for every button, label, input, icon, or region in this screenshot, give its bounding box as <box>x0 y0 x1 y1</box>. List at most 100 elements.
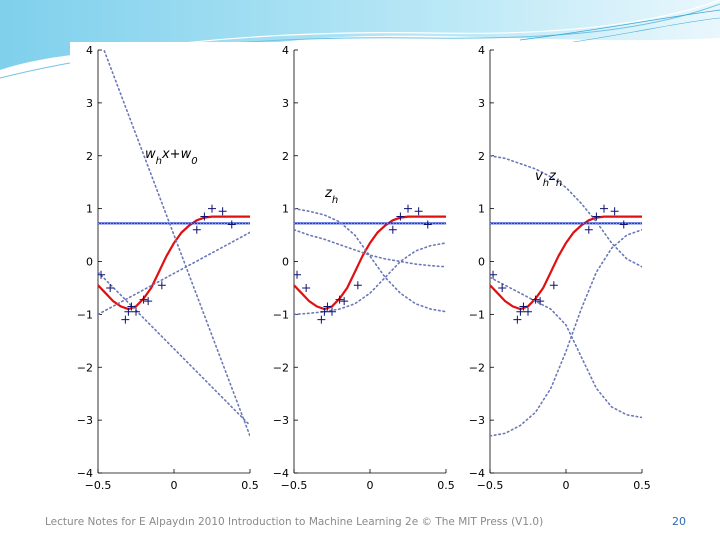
plot-area <box>490 155 642 437</box>
annotation-label: whx+w0 <box>145 147 198 167</box>
y-tick-label: 4 <box>282 44 289 57</box>
data-point <box>227 220 236 229</box>
hidden-unit-curve <box>490 276 642 419</box>
footer-citation: Lecture Notes for E Alpaydın 2010 Introd… <box>45 516 544 528</box>
y-tick-label: 0 <box>86 256 93 269</box>
y-tick-label: −1 <box>273 308 289 321</box>
annotation-part: z <box>324 186 333 201</box>
subplot-2: 4 3 2 1 0 −1 −2 −3 −4−0.5 0 0.5 zh <box>273 44 455 492</box>
hidden-unit-curve <box>490 229 642 437</box>
data-point <box>323 302 332 311</box>
data-point <box>200 212 209 221</box>
data-point <box>98 270 106 279</box>
y-tick-label: −3 <box>77 414 93 427</box>
y-tick-label: 2 <box>282 150 289 163</box>
y-tick-label: −4 <box>273 467 289 480</box>
annotation-part: h <box>543 178 549 189</box>
annotation-part: z <box>548 169 557 184</box>
data-point <box>498 283 507 292</box>
y-tick-label: 1 <box>478 203 485 216</box>
data-point <box>121 315 130 324</box>
x-tick-label: 0 <box>367 479 374 492</box>
x-tick-label: −0.5 <box>85 479 112 492</box>
y-tick-label: 0 <box>282 256 289 269</box>
y-tick-label: 3 <box>478 97 485 110</box>
data-point <box>610 207 619 216</box>
data-point <box>423 220 432 229</box>
y-tick-label: −3 <box>469 414 485 427</box>
x-tick-label: −0.5 <box>477 479 504 492</box>
annotation-label: vhzh <box>535 169 562 189</box>
annotation-part: x+w <box>161 147 192 162</box>
data-point <box>218 207 227 216</box>
data-point <box>208 204 216 213</box>
hidden-unit-curve <box>294 242 446 316</box>
data-point <box>584 225 593 234</box>
y-tick-label: −4 <box>469 467 485 480</box>
y-tick-label: −2 <box>273 361 289 374</box>
y-tick-label: −1 <box>469 308 485 321</box>
annotation-part: 0 <box>191 156 197 167</box>
data-point <box>519 302 528 311</box>
annotation-part: v <box>535 169 543 184</box>
data-point <box>524 307 532 316</box>
data-point <box>139 295 148 304</box>
y-tick-label: −4 <box>77 467 93 480</box>
data-point <box>619 220 628 229</box>
y-tick-label: −2 <box>77 361 93 374</box>
hidden-unit-curve <box>294 207 446 313</box>
data-point <box>490 270 498 279</box>
data-point <box>317 315 326 324</box>
x-tick-label: −0.5 <box>281 479 308 492</box>
y-tick-label: 0 <box>478 256 485 269</box>
y-tick-label: 1 <box>86 203 93 216</box>
data-point <box>414 207 423 216</box>
hidden-unit-curve <box>98 231 250 316</box>
data-point <box>549 281 558 290</box>
hidden-unit-curve <box>294 229 446 268</box>
x-tick-label: 0.5 <box>633 479 651 492</box>
x-tick-label: 0.5 <box>437 479 455 492</box>
data-point <box>513 315 522 324</box>
annotation-part: w <box>145 147 156 162</box>
x-tick-label: 0 <box>171 479 178 492</box>
hidden-unit-curve <box>98 271 250 427</box>
data-point <box>144 297 153 306</box>
data-point <box>106 283 115 292</box>
page-number: 20 <box>672 515 686 528</box>
data-point <box>353 281 362 290</box>
annotation-part: h <box>556 178 562 189</box>
data-point <box>404 204 412 213</box>
data-point <box>516 307 525 316</box>
data-point <box>328 307 336 316</box>
data-point <box>396 212 405 221</box>
x-tick-label: 0 <box>563 479 570 492</box>
data-point <box>157 281 166 290</box>
y-tick-label: 2 <box>86 150 93 163</box>
plot-area <box>98 50 250 437</box>
data-point <box>388 225 397 234</box>
y-tick-label: 3 <box>86 97 93 110</box>
y-tick-label: 2 <box>478 150 485 163</box>
fit-curve <box>294 215 446 311</box>
data-point <box>127 302 136 311</box>
y-tick-label: −1 <box>77 308 93 321</box>
y-tick-label: 3 <box>282 97 289 110</box>
data-point <box>335 295 344 304</box>
data-point <box>600 204 608 213</box>
hidden-unit-curve <box>103 50 250 437</box>
figure-background <box>70 42 650 497</box>
data-point <box>294 270 302 279</box>
data-point <box>531 295 540 304</box>
x-tick-label: 0.5 <box>241 479 259 492</box>
data-point <box>340 297 349 306</box>
data-point <box>536 297 545 306</box>
data-point <box>320 307 329 316</box>
fit-curve <box>98 215 250 311</box>
annotation-label: zh <box>324 186 338 206</box>
data-point <box>302 283 311 292</box>
annotation-part: h <box>332 195 338 206</box>
data-point <box>132 307 140 316</box>
